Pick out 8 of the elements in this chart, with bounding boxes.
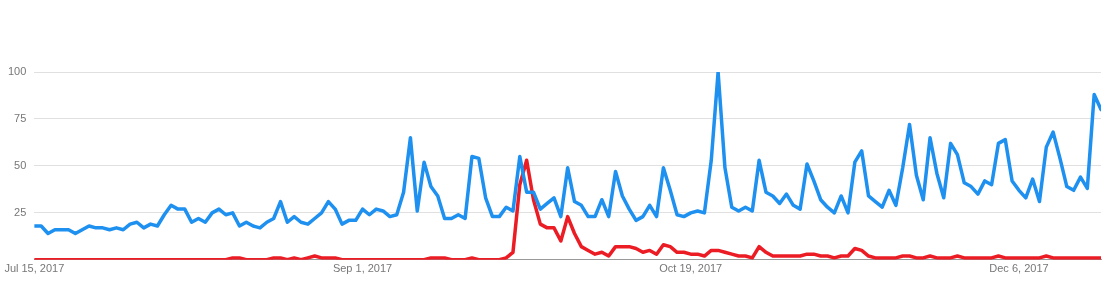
y-tick-label: 25 (14, 205, 27, 218)
y-tick-label: 50 (14, 158, 27, 171)
x-tick-label: Oct 19, 2017 (659, 262, 723, 275)
y-tick-label: 75 (14, 111, 27, 124)
x-tick-label: Dec 6, 2017 (989, 262, 1049, 275)
x-tick-label: Sep 1, 2017 (332, 262, 393, 275)
x-tick-label: Jul 15, 2017 (4, 262, 65, 275)
y-tick-label: 100 (7, 65, 27, 78)
